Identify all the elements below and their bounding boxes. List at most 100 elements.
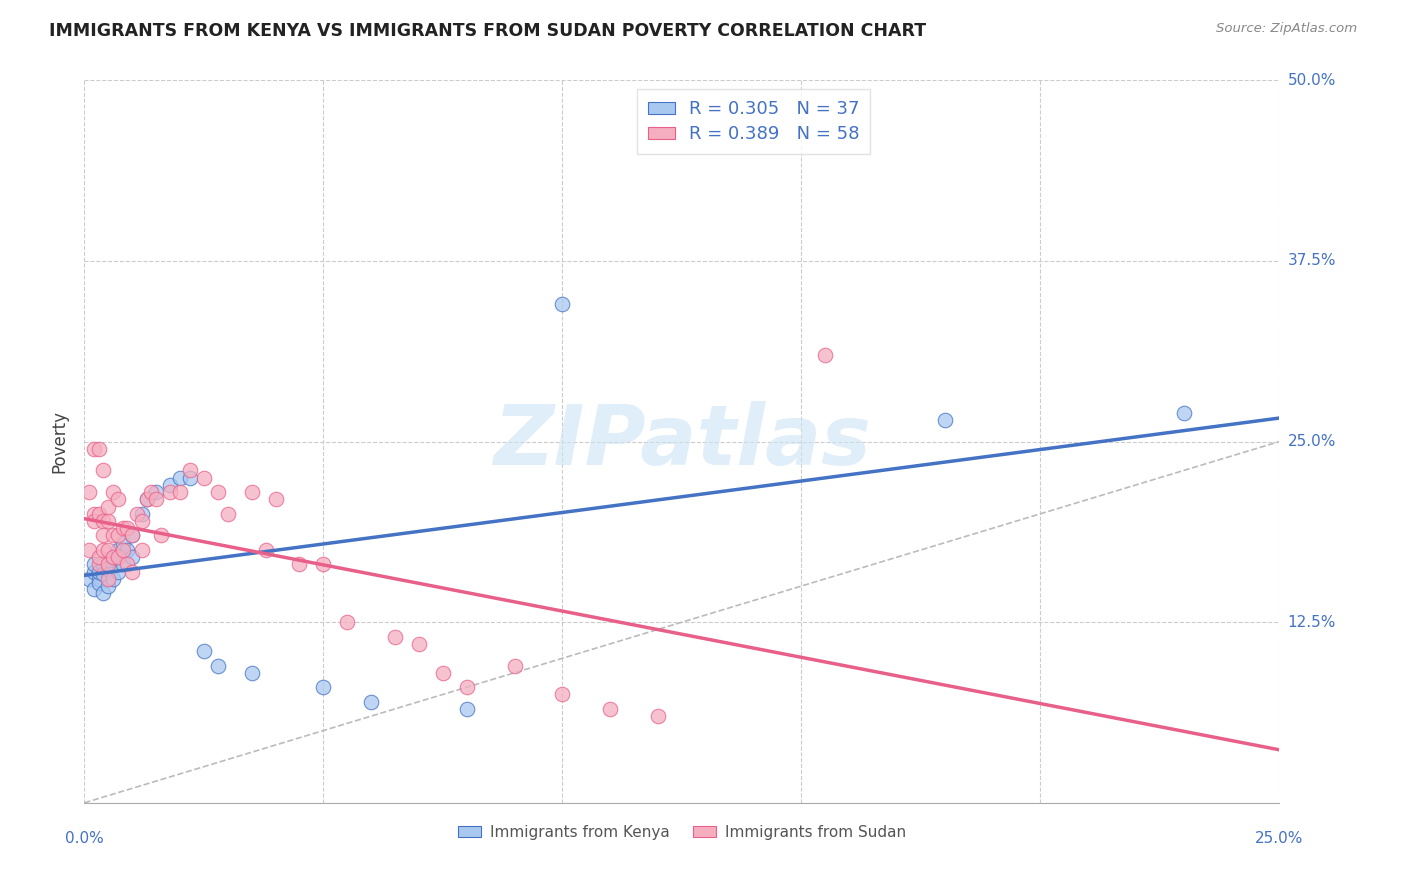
Point [97,542,120,557]
Point [107,528,129,542]
Point [77,572,100,586]
Point [87,558,110,572]
Point [135,492,157,507]
Point [207,485,229,500]
Point [145,492,167,507]
Point [207,658,229,673]
Point [93,528,115,542]
Point [384,630,406,644]
Point [217,507,239,521]
Point [131,507,153,521]
Point [1173,406,1195,420]
Point [107,550,129,565]
Point [83,507,105,521]
Point [312,680,335,694]
Point [111,535,134,549]
Point [456,680,478,694]
Point [97,579,120,593]
Point [814,348,837,362]
Point [551,687,574,701]
Y-axis label: Poverty: Poverty [51,410,69,473]
Point [149,528,172,542]
Point [934,413,956,427]
Point [111,521,134,535]
Point [107,492,129,507]
Point [97,500,120,514]
Point [169,470,191,484]
Point [551,297,574,311]
Text: 12.5%: 12.5% [1288,615,1336,630]
Point [125,507,148,521]
Point [169,485,191,500]
Text: IMMIGRANTS FROM KENYA VS IMMIGRANTS FROM SUDAN POVERTY CORRELATION CHART: IMMIGRANTS FROM KENYA VS IMMIGRANTS FROM… [49,22,927,40]
Point [97,562,120,576]
Point [83,558,105,572]
Point [97,553,120,567]
Point [87,572,110,586]
Point [101,550,124,565]
Text: 25.0%: 25.0% [1256,830,1303,846]
Point [101,528,124,542]
Point [288,558,311,572]
Point [131,542,153,557]
Text: ZIPatlas: ZIPatlas [494,401,870,482]
Text: 37.5%: 37.5% [1288,253,1336,268]
Point [145,485,167,500]
Point [240,665,263,680]
Point [432,665,454,680]
Point [408,637,430,651]
Point [121,550,143,565]
Point [193,644,215,658]
Point [97,558,120,572]
Point [254,542,277,557]
Point [503,658,526,673]
Point [456,702,478,716]
Point [121,528,143,542]
Point [83,442,105,456]
Point [117,521,139,535]
Point [97,572,120,586]
Legend: Immigrants from Kenya, Immigrants from Sudan: Immigrants from Kenya, Immigrants from S… [451,819,912,846]
Point [111,558,134,572]
Point [93,463,115,477]
Point [107,542,129,557]
Point [101,572,124,586]
Point [87,507,110,521]
Point [312,558,335,572]
Point [121,528,143,542]
Point [107,565,129,579]
Point [93,558,115,572]
Point [159,478,181,492]
Point [117,558,139,572]
Text: 0.0%: 0.0% [65,830,104,846]
Point [101,485,124,500]
Text: 25.0%: 25.0% [1288,434,1336,449]
Point [83,582,105,596]
Point [240,485,263,500]
Point [93,542,115,557]
Point [135,492,157,507]
Point [121,565,143,579]
Point [87,565,110,579]
Point [93,514,115,528]
Point [599,702,621,716]
Point [87,442,110,456]
Text: Source: ZipAtlas.com: Source: ZipAtlas.com [1216,22,1357,36]
Point [117,542,139,557]
Point [264,492,287,507]
Point [179,463,201,477]
Text: 50.0%: 50.0% [1288,73,1336,87]
Point [97,514,120,528]
Point [193,470,215,484]
Point [83,565,105,579]
Point [87,550,110,565]
Point [179,470,201,484]
Point [360,695,382,709]
Point [93,586,115,600]
Point [111,542,134,557]
Point [141,485,163,500]
Point [647,709,669,723]
Point [77,485,100,500]
Point [77,542,100,557]
Point [159,485,181,500]
